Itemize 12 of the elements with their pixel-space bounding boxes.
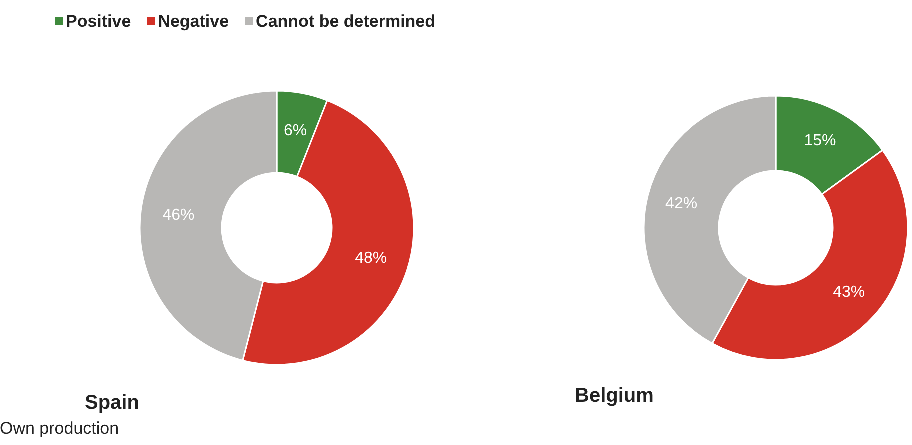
data-label: 46% [162,207,195,224]
legend-label: Positive [66,12,132,31]
legend-label: Cannot be determined [256,12,436,31]
data-label: 43% [833,284,866,301]
data-label: 15% [804,132,836,150]
text: Own production [0,419,120,438]
text: Belgium [575,385,654,407]
text: Spain [85,392,140,414]
data-label: 6% [284,122,308,140]
data-label: 48% [355,250,388,268]
data-label: 42% [666,195,698,212]
legend-label: Negative [158,12,230,31]
